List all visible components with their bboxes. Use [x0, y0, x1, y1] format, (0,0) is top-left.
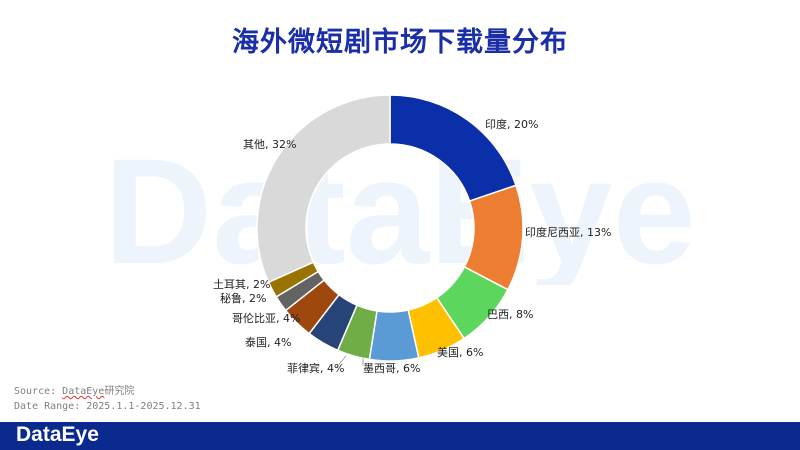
- slice-labels: 印度, 20% 印度尼西亚, 13% 巴西, 8% 美国, 6% 墨西哥, 6% 菲律宾,…: [213, 117, 611, 375]
- source-prefix: Source:: [14, 386, 63, 397]
- watermark-text: DataEye: [104, 135, 696, 285]
- slice-label-3: 美国, 6%: [437, 346, 483, 359]
- source-brand: DataEye: [62, 386, 105, 397]
- donut-slices: [256, 94, 524, 362]
- slice-label-6: 泰国, 4%: [245, 335, 291, 349]
- source-block: Source: DataEye研究院 Date Range: 2025.1.1-…: [14, 384, 201, 414]
- slice-label-0: 印度, 20%: [485, 117, 538, 131]
- slice-label-4: 墨西哥, 6%: [363, 362, 420, 375]
- slice-label-1: 印度尼西亚, 13%: [525, 225, 611, 239]
- slice-label-2: 巴西, 8%: [487, 308, 533, 321]
- slice-label-9: 土耳其, 2%: [213, 278, 270, 291]
- dataeye-watermark: DataEye: [104, 135, 696, 285]
- slice-label-10: 其他, 32%: [243, 138, 296, 151]
- chart-title: 海外微短剧市场下载量分布: [232, 27, 568, 58]
- slice-10: [256, 94, 391, 284]
- leader-lines: [335, 355, 364, 369]
- date-range: Date Range: 2025.1.1-2025.12.31: [14, 401, 201, 412]
- source-line: Source: DataEye研究院: [14, 384, 201, 399]
- slice-label-8: 秘鲁, 2%: [220, 291, 266, 305]
- source-suffix: 研究院: [104, 386, 135, 397]
- leader-line-5: [335, 355, 347, 369]
- slice-0: [389, 94, 517, 203]
- slice-label-7: 哥伦比亚, 4%: [232, 311, 300, 325]
- footer-logo: DataEye: [16, 423, 99, 446]
- slice-label-5: 菲律宾, 4%: [287, 361, 344, 375]
- footer-bar: DataEye: [0, 422, 800, 450]
